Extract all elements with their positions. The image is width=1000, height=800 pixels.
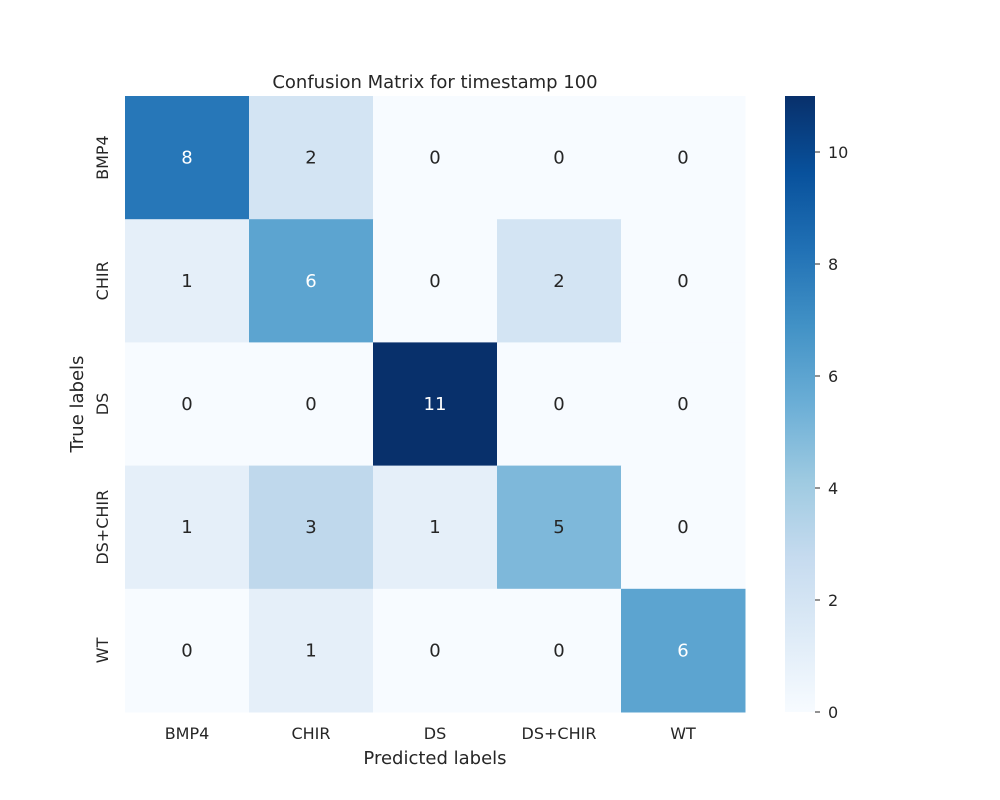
heatmap-cell — [249, 96, 374, 220]
y-tick-label: DS+CHIR — [93, 490, 112, 565]
heatmap-cell — [621, 96, 746, 220]
colorbar-ticks: 0 2 4 6 8 10 — [815, 143, 848, 722]
chart-title: Confusion Matrix for timestamp 100 — [272, 72, 597, 93]
colorbar-tick-label: 2 — [828, 591, 838, 610]
colorbar-tick-label: 10 — [828, 143, 848, 162]
cell-value-label: 5 — [553, 517, 564, 538]
cell-value-label: 0 — [181, 394, 192, 415]
cell-value-label: 0 — [677, 517, 688, 538]
heatmap-cell — [373, 96, 498, 220]
heatmap-cell — [621, 219, 746, 343]
cell-value-label: 0 — [429, 271, 440, 292]
heatmap-cell — [125, 219, 250, 343]
cell-value-label: 2 — [553, 271, 564, 292]
y-tick-label: BMP4 — [93, 135, 112, 180]
cell-value-label: 1 — [181, 271, 192, 292]
heatmap-cell — [125, 96, 250, 220]
y-tick-label: WT — [93, 637, 112, 663]
cell-value-label: 2 — [305, 148, 316, 169]
x-tick-label: BMP4 — [165, 724, 210, 743]
heatmap-cell — [373, 588, 498, 713]
cell-value-label: 6 — [677, 640, 688, 661]
cell-value-label: 0 — [305, 394, 316, 415]
x-tick-label: CHIR — [291, 724, 330, 743]
heatmap-cell — [249, 342, 374, 467]
heatmap-cell — [373, 219, 498, 343]
heatmap-cell — [125, 588, 250, 713]
x-tick-label: DS+CHIR — [522, 724, 597, 743]
cell-value-label: 0 — [429, 148, 440, 169]
x-tick-label: WT — [670, 724, 696, 743]
heatmap-cell — [497, 219, 622, 343]
heatmap-cell — [621, 588, 746, 713]
cell-value-label: 3 — [305, 517, 316, 538]
heatmap-cell-labels: 8 2 0 0 0 1 6 0 2 0 0 0 11 0 0 1 3 1 5 0 0 1 0 0 6 — [181, 148, 688, 662]
cell-value-label: 0 — [677, 271, 688, 292]
y-tick-labels: BMP4 CHIR DS DS+CHIR WT — [93, 135, 112, 663]
heatmap-cell — [621, 465, 746, 590]
cell-value-label: 11 — [424, 394, 447, 415]
cell-value-label: 6 — [305, 271, 316, 292]
heatmap-cell — [497, 96, 622, 220]
heatmap-cell — [125, 465, 250, 590]
y-axis-label: True labels — [67, 356, 88, 454]
cell-value-label: 8 — [181, 148, 192, 169]
heatmap-cell — [497, 588, 622, 713]
heatmap-cell — [249, 588, 374, 713]
x-axis-label: Predicted labels — [363, 748, 506, 769]
heatmap-cell — [125, 342, 250, 467]
heatmap-cell — [497, 342, 622, 467]
cell-value-label: 0 — [677, 148, 688, 169]
colorbar — [785, 96, 815, 712]
colorbar-tick-label: 4 — [828, 479, 838, 498]
heatmap-cell — [249, 219, 374, 343]
colorbar-tick-label: 8 — [828, 255, 838, 274]
cell-value-label: 0 — [181, 640, 192, 661]
heatmap-cell — [249, 465, 374, 590]
colorbar-tick-label: 0 — [828, 703, 838, 722]
heatmap-cell — [621, 342, 746, 467]
y-tick-label: DS — [93, 393, 112, 415]
colorbar-tick-label: 6 — [828, 367, 838, 386]
cell-value-label: 1 — [181, 517, 192, 538]
y-tick-label: CHIR — [93, 261, 112, 300]
x-tick-labels: BMP4 CHIR DS DS+CHIR WT — [165, 724, 696, 743]
cell-value-label: 0 — [553, 148, 564, 169]
heatmap-cell — [373, 342, 498, 467]
cell-value-label: 0 — [553, 640, 564, 661]
cell-value-label: 1 — [429, 517, 440, 538]
heatmap-cell — [373, 465, 498, 590]
cell-value-label: 0 — [553, 394, 564, 415]
cell-value-label: 0 — [429, 640, 440, 661]
heatmap-cells — [125, 96, 746, 713]
cell-value-label: 0 — [677, 394, 688, 415]
cell-value-label: 1 — [305, 640, 316, 661]
x-tick-label: DS — [424, 724, 446, 743]
heatmap-cell — [497, 465, 622, 590]
